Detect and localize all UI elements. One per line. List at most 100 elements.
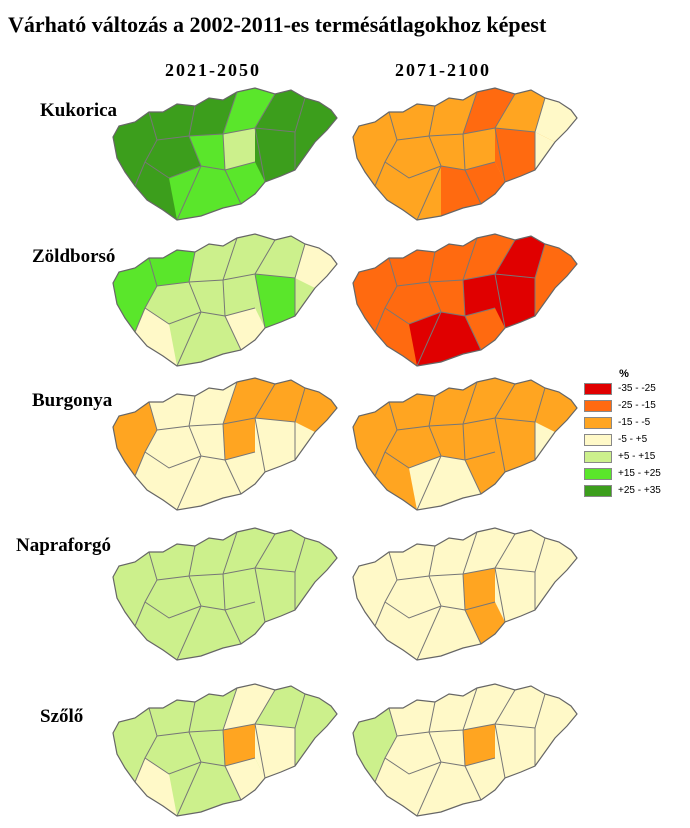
crop-label-napraforgo: Napraforgó (16, 535, 111, 556)
county-region (223, 418, 255, 460)
county-border (224, 161, 256, 171)
county-region (223, 128, 255, 170)
county-border (224, 757, 256, 767)
county-border (374, 111, 398, 187)
crop-label-szolo: Szőlő (40, 706, 84, 727)
legend-item: -15 - -5 (584, 414, 684, 431)
county-border (494, 127, 506, 183)
legend-swatch (584, 399, 612, 412)
legend-item: -25 - -15 (584, 397, 684, 414)
county-border (254, 127, 266, 183)
county-border (464, 601, 496, 611)
county-region (441, 166, 481, 216)
county-border (134, 257, 158, 333)
map-napraforgo-1 (105, 522, 345, 672)
map-base-fill (113, 528, 337, 660)
county-region (463, 724, 495, 766)
country-border (352, 377, 578, 511)
county-border (134, 551, 158, 627)
county-border (134, 707, 158, 783)
county-region (223, 724, 255, 766)
country-border (112, 377, 338, 511)
crop-label-zoldborso: Zöldborsó (32, 246, 116, 267)
county-border (462, 279, 466, 317)
county-border (462, 729, 466, 767)
county-border (464, 307, 496, 317)
county-border (222, 279, 226, 317)
country-border (352, 683, 578, 817)
county-region (495, 128, 535, 182)
county-border (144, 757, 202, 775)
county-border (462, 423, 466, 461)
legend-label: -35 - -25 (618, 383, 656, 394)
county-border (384, 451, 442, 469)
legend-swatch (584, 450, 612, 463)
county-border (144, 601, 202, 619)
county-border (224, 451, 256, 461)
county-border (144, 307, 202, 325)
county-border (384, 307, 442, 325)
crop-label-burgonya: Burgonya (32, 390, 113, 411)
legend-swatch (584, 382, 612, 395)
legend-label: -15 - -5 (618, 417, 651, 428)
map-burgonya-2 (345, 372, 585, 522)
legend-item: +15 - +25 (584, 465, 684, 482)
legend: % -35 - -25 -25 - -15 -15 - -5 -5 - +5 +5 - … (584, 368, 684, 499)
county-region (353, 708, 397, 782)
country-border (112, 233, 338, 367)
county-region (295, 244, 337, 288)
chart-title: Várható változás a 2002-2011-es termésát… (8, 12, 547, 37)
county-region (535, 132, 555, 170)
legend-label: +5 - +15 (618, 451, 656, 462)
county-border (222, 729, 226, 767)
county-region (441, 456, 481, 506)
period-label-2: 2071-2100 (395, 60, 491, 80)
country-border (112, 527, 338, 661)
country-border (352, 233, 578, 367)
county-border (464, 451, 496, 461)
county-region (535, 98, 577, 142)
county-region (295, 388, 337, 432)
county-border (144, 451, 202, 469)
county-border (254, 567, 266, 623)
period-label-1: 2021-2050 (165, 60, 261, 80)
county-border (134, 111, 158, 187)
county-border (374, 707, 398, 783)
county-region (255, 380, 305, 422)
legend-label: +15 - +25 (618, 468, 661, 479)
county-border (254, 723, 266, 779)
county-region (495, 274, 535, 328)
county-border (222, 423, 226, 461)
map-szolo-1 (105, 678, 345, 828)
county-border (462, 573, 466, 611)
county-region (409, 456, 441, 510)
county-border (222, 133, 226, 171)
legend-label: -25 - -15 (618, 400, 656, 411)
county-region (189, 134, 225, 170)
county-region (255, 724, 295, 778)
county-region (535, 422, 555, 460)
country-border (352, 87, 578, 221)
map-zoldborso-2 (345, 228, 585, 378)
county-border (134, 401, 158, 477)
legend-swatch (584, 467, 612, 480)
county-border (374, 257, 398, 333)
county-region (463, 568, 495, 610)
legend-title: % (619, 368, 629, 380)
crop-label-kukorica: Kukorica (40, 100, 118, 121)
county-border (494, 567, 506, 623)
country-border (112, 87, 338, 221)
county-border (222, 573, 226, 611)
county-border (464, 161, 496, 171)
county-border (384, 601, 442, 619)
county-border (144, 161, 202, 179)
county-region (113, 402, 157, 476)
county-border (494, 417, 506, 473)
county-region (409, 312, 441, 366)
county-border (384, 757, 442, 775)
county-region (463, 88, 515, 134)
legend-swatch (584, 416, 612, 429)
map-base-fill (353, 88, 577, 220)
county-region (223, 88, 275, 134)
county-region (149, 250, 195, 286)
